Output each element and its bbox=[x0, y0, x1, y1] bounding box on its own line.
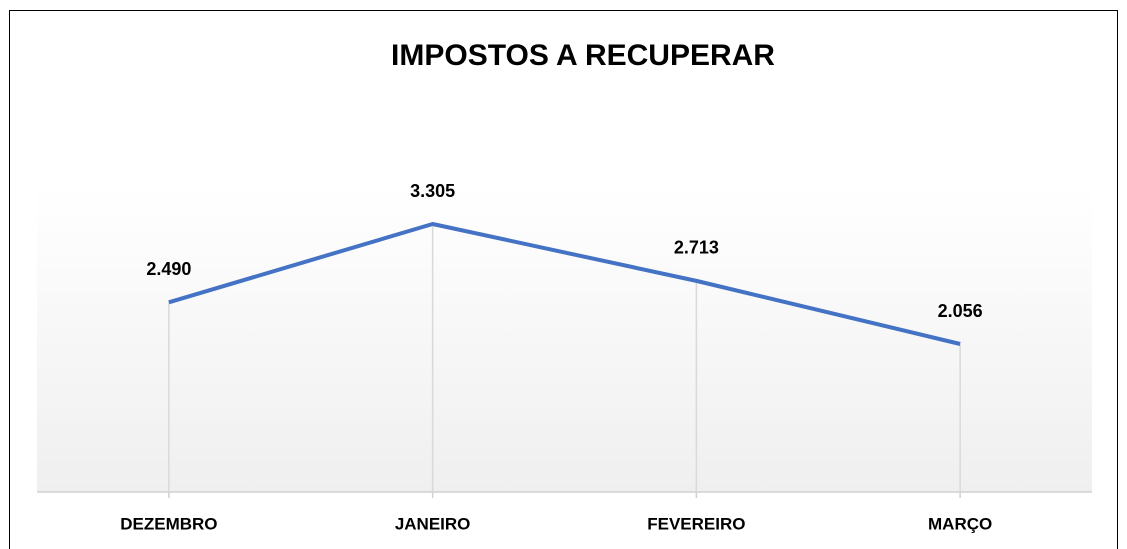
data-label: 3.305 bbox=[410, 181, 455, 201]
data-label: 2.490 bbox=[146, 259, 191, 279]
data-label: 2.056 bbox=[938, 301, 983, 321]
line bbox=[168, 222, 961, 346]
data-label: 2.713 bbox=[674, 238, 719, 258]
chart-title: IMPOSTOS A RECUPERAR bbox=[391, 39, 775, 72]
x-tick-label: DEZEMBRO bbox=[120, 514, 217, 533]
x-tick-label: MARÇO bbox=[928, 514, 992, 533]
x-tick-label: JANEIRO bbox=[395, 514, 471, 533]
plot-area bbox=[37, 185, 1092, 492]
x-tick-label: FEVEREIRO bbox=[647, 514, 745, 533]
